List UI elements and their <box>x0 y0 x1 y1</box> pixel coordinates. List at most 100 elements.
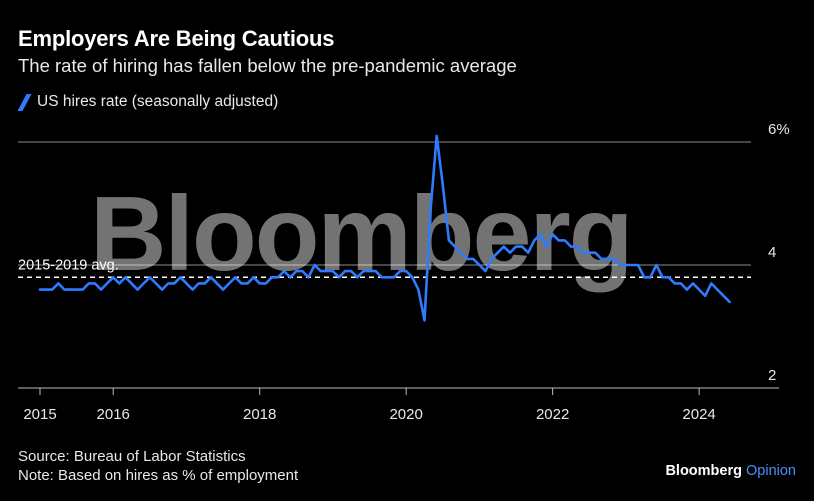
data-point <box>179 276 181 278</box>
data-point <box>619 264 621 266</box>
data-point <box>716 289 719 291</box>
chart-title: Employers Are Being Cautious <box>18 26 335 51</box>
data-point <box>631 264 633 266</box>
data-point <box>600 258 603 260</box>
data-point <box>607 258 609 260</box>
data-point <box>283 270 285 272</box>
reference-line-group: 2015-2019 avg. <box>18 257 751 279</box>
data-point <box>368 270 371 272</box>
data-point <box>210 276 212 278</box>
reference-line-label: 2015-2019 avg. <box>18 257 119 273</box>
data-point <box>167 282 169 284</box>
data-point <box>423 319 426 321</box>
data-point <box>674 282 676 284</box>
data-point <box>533 239 535 241</box>
data-point <box>552 233 554 235</box>
data-point <box>430 209 432 211</box>
data-point <box>130 282 133 284</box>
data-point <box>228 282 230 284</box>
data-point <box>222 289 224 291</box>
data-point <box>613 258 615 260</box>
data-point <box>314 264 316 266</box>
data-point <box>271 276 273 278</box>
brand-name: Bloomberg <box>665 463 742 479</box>
data-point <box>570 246 572 248</box>
data-point <box>387 276 389 278</box>
legend-label: US hires rate (seasonally adjusted) <box>37 93 279 110</box>
data-point <box>124 276 126 278</box>
data-point <box>393 276 395 278</box>
y-axis-labels: 6% 4 2 <box>768 121 790 384</box>
data-point <box>472 258 474 260</box>
data-point <box>320 270 322 272</box>
data-point <box>625 264 627 266</box>
data-point <box>399 270 401 272</box>
data-point <box>161 289 163 291</box>
data-point <box>253 276 255 278</box>
data-point <box>521 246 523 248</box>
data-point <box>588 252 590 254</box>
data-point <box>76 289 78 291</box>
data-point <box>204 282 206 284</box>
data-point <box>497 252 499 254</box>
x-tick-label: 2015 <box>23 406 56 423</box>
data-point <box>503 246 505 248</box>
data-point <box>301 270 303 272</box>
data-point <box>539 233 542 235</box>
chart-subtitle: The rate of hiring has fallen below the … <box>18 55 517 76</box>
data-point <box>594 252 596 254</box>
data-point <box>405 270 407 272</box>
data-point <box>545 246 548 248</box>
data-point <box>454 246 456 248</box>
data-point <box>576 246 578 248</box>
data-point <box>100 289 102 291</box>
brand-suffix: Opinion <box>746 463 796 479</box>
data-point <box>362 270 364 272</box>
x-tick-label: 2018 <box>243 406 276 423</box>
data-point <box>173 282 175 284</box>
data-point <box>655 264 658 266</box>
data-point <box>417 289 419 291</box>
data-point <box>661 276 664 278</box>
data-point <box>149 276 151 278</box>
data-point <box>478 264 480 266</box>
data-point <box>289 276 291 278</box>
series-group <box>38 134 731 322</box>
data-point <box>57 282 59 284</box>
data-point <box>137 289 139 291</box>
data-point <box>582 252 584 254</box>
methodology-note: Note: Based on hires as % of employment <box>18 467 299 484</box>
data-point <box>527 252 529 254</box>
x-tick-label: 2016 <box>97 406 130 423</box>
data-point <box>411 276 413 278</box>
data-point <box>637 264 639 266</box>
data-point <box>491 258 493 260</box>
data-point <box>295 270 297 272</box>
data-point <box>234 276 236 278</box>
x-tick-label: 2022 <box>536 406 569 423</box>
footer: Source: Bureau of Labor Statistics Note:… <box>18 447 298 485</box>
data-point <box>63 289 65 291</box>
x-tick-label: 2024 <box>682 406 715 423</box>
data-point <box>692 282 694 284</box>
data-point <box>564 239 566 241</box>
data-point <box>515 246 517 248</box>
data-point <box>350 270 352 272</box>
data-point <box>680 282 682 284</box>
data-point <box>436 135 438 137</box>
data-point <box>69 289 72 291</box>
data-point <box>643 276 645 278</box>
data-point <box>198 282 200 284</box>
brand-logo: Bloomberg Opinion <box>665 463 796 479</box>
x-tick-label: 2020 <box>389 406 422 423</box>
data-point <box>246 282 249 284</box>
data-point <box>265 282 267 284</box>
data-point <box>338 276 340 278</box>
legend: US hires rate (seasonally adjusted) <box>17 93 279 111</box>
data-point <box>484 270 487 272</box>
data-point <box>45 289 47 291</box>
data-point <box>240 282 242 284</box>
data-point <box>216 282 218 284</box>
data-point <box>710 282 712 284</box>
